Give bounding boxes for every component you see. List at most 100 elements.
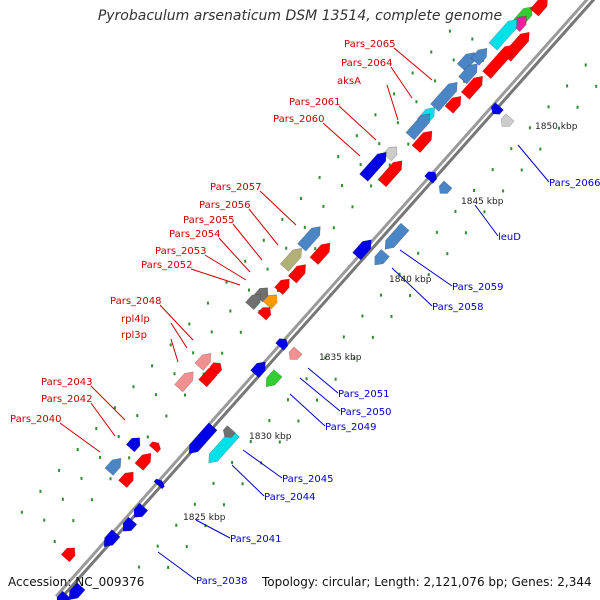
tick-dot: [136, 414, 139, 418]
leader-line: [517, 144, 550, 183]
gene-label-forward: Pars_2040: [10, 414, 61, 425]
tick-dot: [398, 272, 401, 276]
tick-dot: [151, 364, 154, 368]
gene-feature: [133, 502, 149, 518]
tick-dot: [388, 163, 391, 167]
leader-line: [157, 551, 197, 581]
kbp-ticks: 1850 kbp 1845 kbp 1840 kbp 1835 kbp 1830 kbp…: [183, 122, 578, 523]
gene-arrow: [511, 15, 527, 33]
leader-line: [190, 268, 241, 286]
tick-dot: [322, 204, 325, 208]
gene-arrow: [148, 441, 161, 454]
gene-feature: [279, 247, 302, 272]
gene-feature: [188, 422, 218, 454]
map-title: Pyrobaculum arsenaticum DSM 13514, compl…: [97, 8, 503, 24]
gene-arrow: [194, 352, 212, 371]
gene-feature: [250, 361, 266, 379]
tick-dot: [415, 100, 418, 104]
leader-line: [231, 464, 265, 497]
gene-label-forward: Pars_2053: [155, 246, 206, 257]
tick-dot: [193, 502, 196, 506]
gene-feature: [60, 547, 76, 563]
tick-dot: [434, 79, 437, 83]
kbp-tick-label: 1845 kbp: [461, 197, 504, 207]
tick-dot: [361, 314, 364, 318]
leader-line: [399, 249, 453, 287]
tick-dot: [435, 230, 438, 234]
gene-arrow: [208, 428, 240, 464]
tick-dot: [146, 435, 149, 439]
tick-dot: [185, 545, 188, 549]
gene-feature: [438, 180, 453, 194]
tick-dot: [95, 427, 98, 431]
gene-feature: [245, 293, 261, 311]
gene-feature: [104, 457, 122, 476]
tick-dot: [206, 301, 209, 305]
gene-feature: [444, 95, 462, 114]
tick-dot: [380, 293, 383, 297]
tick-dot: [547, 105, 550, 109]
gene-arrow: [265, 369, 283, 388]
tick-dot: [239, 330, 242, 334]
gene-arrow: [405, 113, 431, 141]
gene-feature: [309, 242, 331, 266]
gene-label-reverse: Pars_2049: [325, 422, 376, 433]
tick-dot: [409, 294, 412, 298]
tick-dot: [324, 356, 327, 360]
gene-feature: [288, 346, 303, 360]
gene-arrow: [374, 248, 390, 266]
gene-feature: [488, 19, 518, 51]
tick-dot: [247, 288, 250, 292]
tick-dot: [268, 419, 271, 423]
gene-arrow: [460, 75, 483, 100]
tick-dot: [446, 252, 449, 256]
tick-dot: [99, 455, 102, 459]
tick-dot: [510, 147, 513, 151]
tick-dot: [303, 225, 306, 229]
gene-arrow: [287, 264, 306, 284]
gene-label-forward: rpl4lp: [121, 314, 150, 325]
leader-line: [170, 322, 188, 349]
tick-dot: [417, 251, 420, 255]
leader-line: [390, 66, 413, 99]
tick-dot: [471, 37, 474, 41]
leader-line: [307, 367, 339, 394]
tick-dot: [353, 356, 356, 360]
gene-label-forward: Pars_2055: [183, 215, 234, 226]
gene-label-forward: Pars_2057: [210, 182, 261, 193]
backbone-strand-1: [58, 0, 596, 600]
leader-line: [90, 402, 116, 437]
gene-arrow: [444, 95, 462, 114]
leader-line: [322, 122, 361, 157]
gene-arrow: [288, 346, 303, 360]
gene-feature: [470, 47, 488, 66]
gene-arrow: [309, 242, 331, 266]
tick-dot: [212, 481, 215, 485]
tick-dot: [281, 217, 284, 221]
gene-arrow: [279, 247, 302, 272]
label-leader-lines: [59, 47, 550, 581]
tick-dot: [53, 540, 56, 544]
gene-arrow: [490, 102, 504, 115]
gene-feature: [56, 590, 72, 600]
tick-dot: [109, 477, 112, 481]
gene-feature: [209, 362, 223, 375]
genome-backbone: [55, 0, 596, 600]
gene-label-forward: Pars_2048: [110, 296, 161, 307]
leader-line: [90, 385, 126, 421]
gene-features: [56, 0, 548, 600]
tick-dot: [132, 385, 135, 389]
tick-dot: [473, 189, 476, 193]
tick-dot: [316, 398, 319, 402]
tick-dot: [454, 209, 457, 213]
gene-label-reverse: Pars_2038: [196, 576, 247, 587]
tick-dot: [277, 288, 280, 292]
tick-dot: [318, 176, 321, 180]
gene-label-forward: rpl3p: [121, 330, 147, 341]
gene-arrow: [438, 180, 453, 194]
tick-dot: [20, 510, 23, 514]
gene-arrow: [470, 47, 488, 66]
gene-label-reverse: Pars_2066: [549, 178, 600, 189]
leader-line: [170, 338, 179, 363]
tick-dot: [464, 231, 467, 235]
